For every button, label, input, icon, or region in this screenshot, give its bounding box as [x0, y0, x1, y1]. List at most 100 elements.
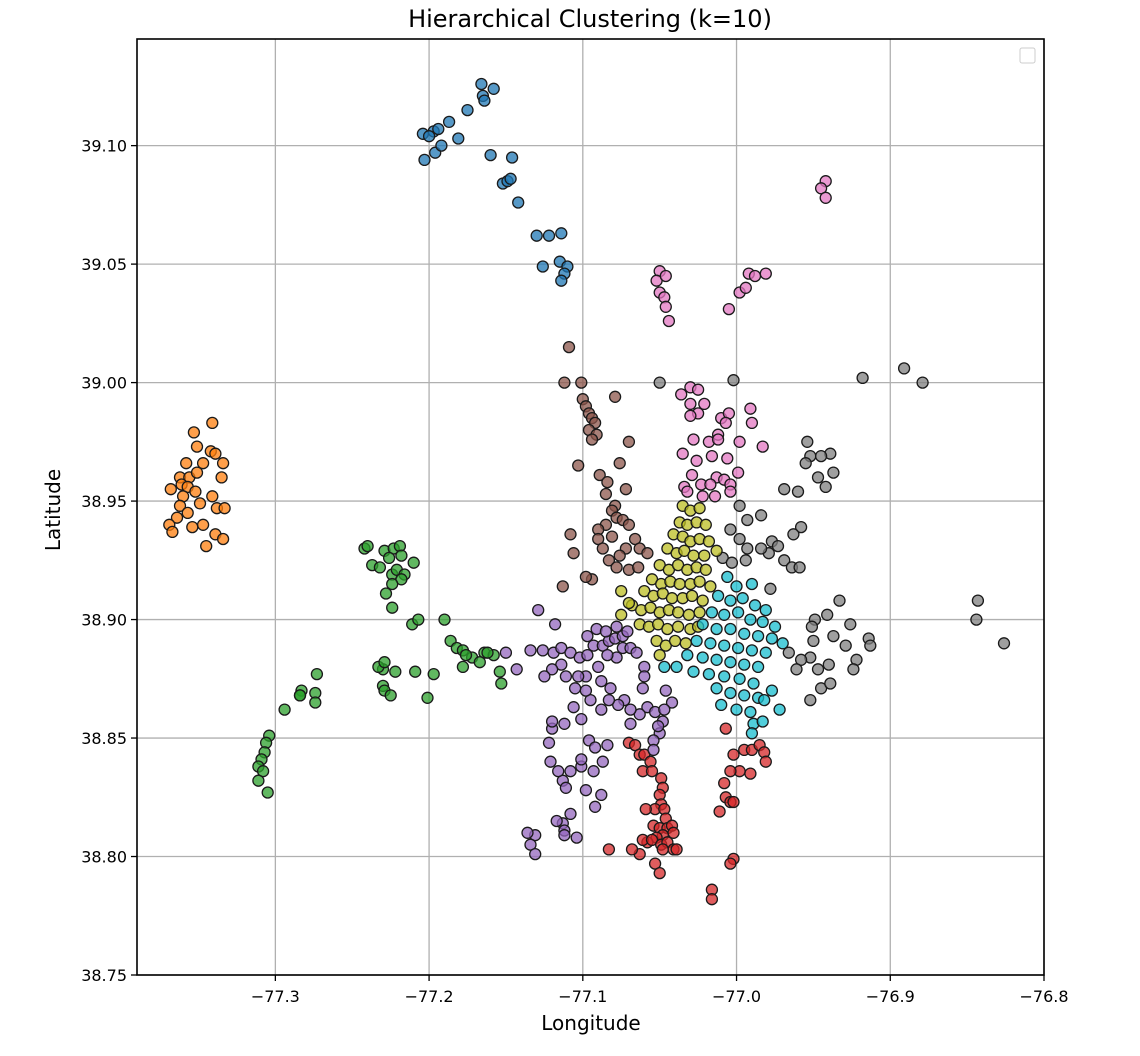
data-point	[844, 618, 857, 631]
data-point	[724, 622, 737, 636]
data-point	[572, 459, 585, 472]
data-point	[382, 551, 396, 565]
y-tick-label: 39.00	[81, 374, 127, 393]
data-point	[679, 637, 692, 650]
data-point	[379, 587, 393, 600]
data-point	[822, 658, 835, 671]
data-point	[505, 151, 519, 164]
data-point	[256, 765, 270, 778]
data-point	[575, 753, 588, 766]
data-point	[685, 589, 699, 603]
data-point	[530, 229, 543, 242]
data-point	[555, 274, 568, 287]
data-point	[739, 281, 752, 294]
data-point	[682, 608, 696, 621]
data-point	[587, 765, 600, 778]
data-point	[741, 542, 754, 555]
data-point	[705, 606, 719, 619]
data-point	[713, 805, 726, 818]
data-point	[579, 684, 593, 697]
plot-frame	[136, 38, 1045, 976]
data-point	[698, 549, 711, 562]
data-point	[738, 627, 751, 640]
data-point	[704, 580, 717, 593]
data-point	[801, 435, 814, 448]
data-point	[811, 471, 825, 484]
data-point	[193, 497, 207, 510]
data-point	[756, 440, 769, 453]
data-point	[164, 483, 177, 496]
data-point	[724, 523, 737, 536]
data-point	[645, 765, 659, 778]
data-point	[475, 77, 488, 91]
data-point	[579, 570, 593, 584]
data-point	[373, 561, 387, 574]
data-point	[759, 603, 772, 617]
data-point	[361, 539, 374, 553]
data-point	[668, 634, 682, 648]
data-point	[608, 390, 622, 403]
data-point	[690, 454, 703, 467]
data-point	[745, 416, 759, 430]
data-point	[693, 606, 706, 619]
data-point	[727, 374, 740, 387]
data-point	[601, 475, 614, 489]
data-point	[751, 660, 765, 674]
data-point	[704, 478, 717, 491]
y-tick-label: 39.05	[81, 255, 127, 274]
data-point	[731, 466, 745, 479]
data-point	[730, 580, 743, 593]
data-point	[521, 826, 534, 839]
data-point	[897, 362, 911, 375]
data-point	[696, 594, 709, 607]
x-tick-label: −77.0	[712, 987, 761, 1006]
data-point	[581, 648, 594, 662]
data-point	[710, 544, 723, 557]
data-point	[733, 672, 746, 685]
data-point	[778, 554, 791, 567]
data-point	[656, 843, 669, 856]
data-point	[186, 520, 199, 534]
data-point	[768, 620, 782, 633]
data-point	[545, 663, 559, 676]
data-point	[632, 561, 645, 574]
x-tick-label: −77.3	[251, 987, 300, 1006]
data-point	[759, 267, 772, 280]
data-point	[481, 646, 494, 659]
data-point	[647, 743, 660, 757]
data-point	[670, 843, 683, 856]
data-point	[662, 314, 676, 328]
data-point	[555, 227, 568, 240]
data-point	[559, 781, 573, 794]
cluster-9-series	[658, 570, 789, 740]
data-point	[791, 485, 805, 498]
data-point	[691, 383, 705, 396]
data-point	[659, 684, 672, 697]
data-point	[704, 637, 717, 650]
data-point	[722, 302, 736, 316]
data-point	[711, 433, 725, 446]
data-point	[702, 535, 716, 548]
data-point	[558, 717, 571, 730]
data-point	[588, 800, 602, 813]
data-point	[599, 625, 613, 638]
data-point	[673, 577, 686, 591]
data-point	[200, 539, 213, 553]
data-point	[794, 520, 808, 534]
data-point	[715, 698, 728, 712]
data-point	[764, 582, 777, 595]
data-point	[778, 483, 791, 496]
data-point	[422, 130, 436, 143]
data-point	[461, 103, 474, 117]
data-point	[456, 660, 470, 674]
data-point	[754, 509, 768, 522]
data-point	[206, 416, 219, 430]
data-point	[613, 457, 626, 470]
data-point	[748, 269, 762, 283]
data-point	[601, 738, 614, 752]
data-point	[622, 435, 636, 448]
data-point	[665, 592, 679, 605]
data-point	[724, 485, 737, 498]
data-point	[613, 549, 626, 562]
data-point	[658, 703, 671, 716]
